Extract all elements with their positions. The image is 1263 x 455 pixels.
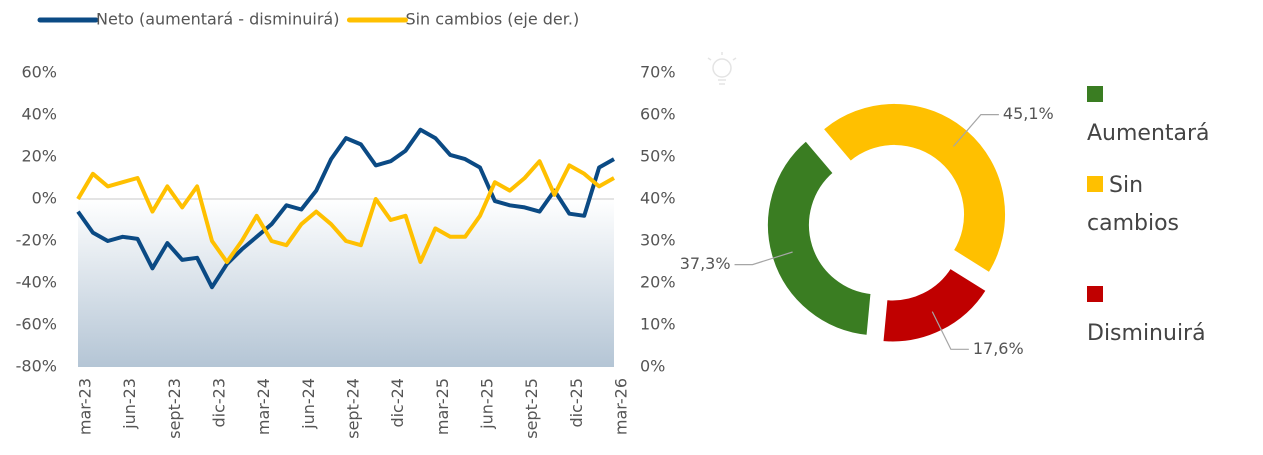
y2-tick-label: 60% [640, 105, 676, 124]
legend-item: Disminuirá [1087, 277, 1207, 353]
data-label: 45,1% [1003, 104, 1054, 123]
y2-tick-label: 70% [640, 63, 676, 82]
donut-slice [880, 264, 990, 345]
legend-swatch [1087, 176, 1103, 192]
x-tick-label: mar-23 [76, 378, 95, 435]
y2-tick-label: 40% [640, 189, 676, 208]
series-line [76, 159, 615, 264]
bulb-icon [707, 52, 737, 85]
x-tick-label: sept-25 [522, 378, 541, 439]
y2-tick-label: 50% [640, 147, 676, 166]
data-label: 17,6% [973, 339, 1024, 358]
legend-item: Aumentará [1087, 77, 1210, 153]
x-tick-label: mar-25 [433, 378, 452, 435]
x-tick-label: mar-24 [254, 378, 273, 435]
y-tick-label: 40% [21, 105, 57, 124]
x-tick-label: sept-24 [344, 378, 363, 439]
legend-swatch [1087, 86, 1103, 102]
x-tick-label: mar-26 [612, 378, 631, 435]
x-tick-label: jun-25 [478, 378, 497, 430]
legend-label: Neto (aumentará - disminuirá) [96, 10, 339, 29]
legend-label: Sin cambios (eje der.) [405, 10, 579, 29]
series-line [76, 127, 615, 290]
y-tick-label: 20% [21, 147, 57, 166]
negative-area [78, 199, 614, 367]
x-tick-label: sept-23 [165, 378, 184, 439]
x-tick-label: jun-24 [299, 378, 318, 430]
legend-label: Aumentará [1087, 121, 1210, 146]
x-tick-label: dic-24 [388, 378, 407, 428]
x-tick-label: jun-23 [120, 378, 139, 430]
y2-tick-label: 20% [640, 273, 676, 292]
donut-slice [764, 137, 874, 339]
leader-line [952, 114, 999, 147]
legend-swatch [1087, 286, 1103, 302]
data-label: 37,3% [680, 254, 731, 273]
legend-label: Disminuirá [1087, 321, 1206, 346]
donut-slice [819, 100, 1009, 276]
leader-line [734, 251, 793, 266]
x-tick-label: dic-25 [567, 378, 586, 428]
y2-tick-label: 10% [640, 315, 676, 334]
y2-tick-label: 0% [640, 357, 665, 376]
y-tick-label: -40% [16, 273, 57, 292]
y-tick-label: -60% [16, 315, 57, 334]
y-tick-label: -20% [16, 231, 57, 250]
y-tick-label: 0% [32, 189, 57, 208]
leader-line [931, 311, 969, 350]
x-tick-label: dic-23 [210, 378, 229, 428]
y-tick-label: -80% [16, 357, 57, 376]
y2-tick-label: 30% [640, 231, 676, 250]
legend-item: Sin cambios [1087, 167, 1207, 243]
y-tick-label: 60% [21, 63, 57, 82]
legend-label: Sin cambios [1087, 173, 1180, 236]
